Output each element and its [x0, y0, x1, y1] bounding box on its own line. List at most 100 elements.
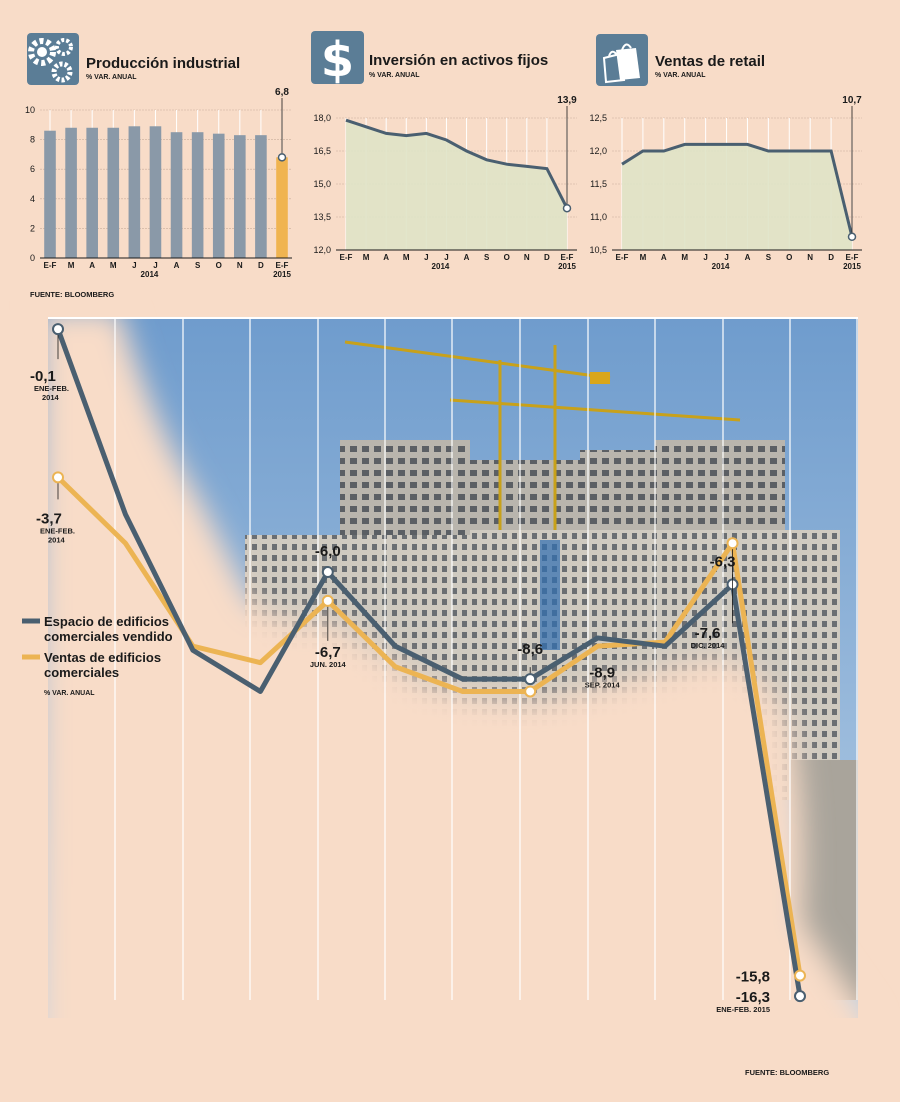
x-tick-label: M	[640, 253, 647, 262]
main-source: FUENTE: BLOOMBERG	[745, 1068, 829, 1077]
x-tick-label: A	[89, 261, 95, 270]
data-point	[321, 594, 334, 607]
bar	[191, 132, 204, 258]
x-tick-label: A	[174, 261, 180, 270]
x-tick-label: M	[363, 253, 370, 262]
annotation-date: SEP. 2014	[585, 680, 621, 689]
y-tick-label: 13,5	[313, 212, 331, 222]
x-tick-label: O	[504, 253, 510, 262]
main-series	[55, 328, 803, 997]
top-source: FUENTE: BLOOMBERG	[30, 290, 114, 299]
bar	[212, 133, 225, 258]
main-unit: % VAR. ANUAL	[44, 690, 95, 697]
main-grid	[48, 317, 858, 1000]
annotation: -6,0	[315, 543, 341, 579]
chart3-unit: % VAR. ANUAL	[655, 72, 706, 79]
annotation-value: -8,9	[589, 664, 615, 681]
x-tick-label: A	[661, 253, 667, 262]
x-tick-label: N	[524, 253, 530, 262]
y-tick-label: 10	[25, 105, 35, 115]
year-label: 2015	[273, 270, 291, 279]
y-tick-label: 6	[30, 164, 35, 174]
y-tick-label: 11,5	[590, 179, 607, 189]
line-series	[621, 142, 854, 238]
bar	[44, 130, 56, 258]
annotation: -15,8	[736, 969, 806, 986]
x-tick-label: D	[258, 261, 264, 270]
area-fill	[346, 120, 567, 250]
chart3-title: Ventas de retail	[655, 53, 765, 70]
bar	[65, 127, 77, 258]
shopping-bags-icon	[596, 34, 648, 86]
x-tick-label: J	[424, 253, 428, 262]
data-point	[524, 673, 537, 686]
last-point	[562, 203, 572, 213]
industrial-bar-chart: 0 2 4 6 8 10 E-F M A M J J A S O N D E-F 2014 2015 6,8	[25, 87, 292, 279]
y-tick-label: 2	[30, 223, 35, 233]
y-tick-label: 12,0	[589, 146, 607, 156]
data-point	[794, 990, 806, 1003]
y-tick-label: 0	[30, 253, 35, 263]
y-tick-label: 12,5	[589, 113, 607, 123]
annotation-value: -7,6	[695, 625, 721, 642]
main-annotations: -0,1ENE-FEB.2014-3,7ENE-FEB.2014-6,0-6,7…	[30, 323, 806, 1014]
bar	[170, 132, 183, 258]
y-tick-label: 8	[30, 135, 35, 145]
annotation-value: -6,7	[315, 644, 341, 661]
x-tick-label: J	[132, 261, 136, 270]
svg-text:$: $	[321, 32, 354, 88]
bar	[128, 126, 141, 258]
investment-area-chart: 12,0 13,5 15,0 16,5 18,0 E-F M A M J J A S O N D E-F 2014…	[313, 95, 577, 271]
area-fill	[622, 144, 852, 250]
last-point	[277, 153, 287, 162]
data-point	[794, 969, 806, 982]
dollar-icon: $	[311, 31, 364, 88]
x-tick-label: M	[403, 253, 410, 262]
y-tick-label: 12,0	[313, 245, 331, 255]
last-value-label: 13,9	[557, 95, 577, 106]
x-tick-label: S	[195, 261, 201, 270]
small-charts: $ Producción industrial % VAR. ANUAL Inv…	[25, 31, 862, 299]
annotation-date: JUN. 2014	[310, 660, 347, 669]
annotation-value: -16,3	[736, 989, 770, 1006]
x-tick-label: E-F	[561, 253, 574, 262]
annotation: -8,6	[517, 641, 543, 686]
x-tick-label: S	[766, 253, 772, 262]
x-tick-label: E-F	[276, 261, 289, 270]
y-tick-label: 18,0	[313, 113, 331, 123]
data-point	[321, 566, 334, 579]
annotation-value: -6,3	[710, 553, 736, 570]
x-tick-label: A	[745, 253, 751, 262]
legend: Espacio de edificios comerciales vendido …	[22, 614, 173, 697]
bar	[255, 135, 267, 258]
annotation-date: ENE-FEB.	[34, 384, 69, 393]
y-tick-label: 10,5	[589, 245, 607, 255]
x-tick-label: E-F	[340, 253, 353, 262]
y-tick-label: 16,5	[313, 146, 331, 156]
legend-label-sales: Ventas de edificios comerciales	[44, 650, 161, 680]
x-tick-label: J	[444, 253, 448, 262]
x-tick-label: J	[703, 253, 707, 262]
x-tick-label: E-F	[616, 253, 629, 262]
line-series	[345, 118, 569, 209]
last-value-label: 6,8	[275, 87, 289, 98]
x-tick-label: D	[544, 253, 550, 262]
y-tick-label: 11,0	[590, 212, 607, 222]
x-tick-label: N	[807, 253, 813, 262]
chart1-unit: % VAR. ANUAL	[86, 74, 137, 81]
retail-area-chart: 10,5 11,0 11,5 12,0 12,5 E-F M A M J J A S O N D E-F 2014…	[589, 95, 862, 271]
bar	[149, 126, 162, 258]
bar	[234, 135, 246, 258]
annotation-date: 2014	[48, 535, 66, 544]
annotation-date: DIC. 2014	[691, 641, 726, 650]
data-point	[52, 471, 64, 484]
x-tick-label: J	[724, 253, 728, 262]
chart2-title: Inversión en activos fijos	[369, 52, 548, 69]
series-space-sold	[55, 328, 803, 997]
bar	[86, 127, 98, 258]
